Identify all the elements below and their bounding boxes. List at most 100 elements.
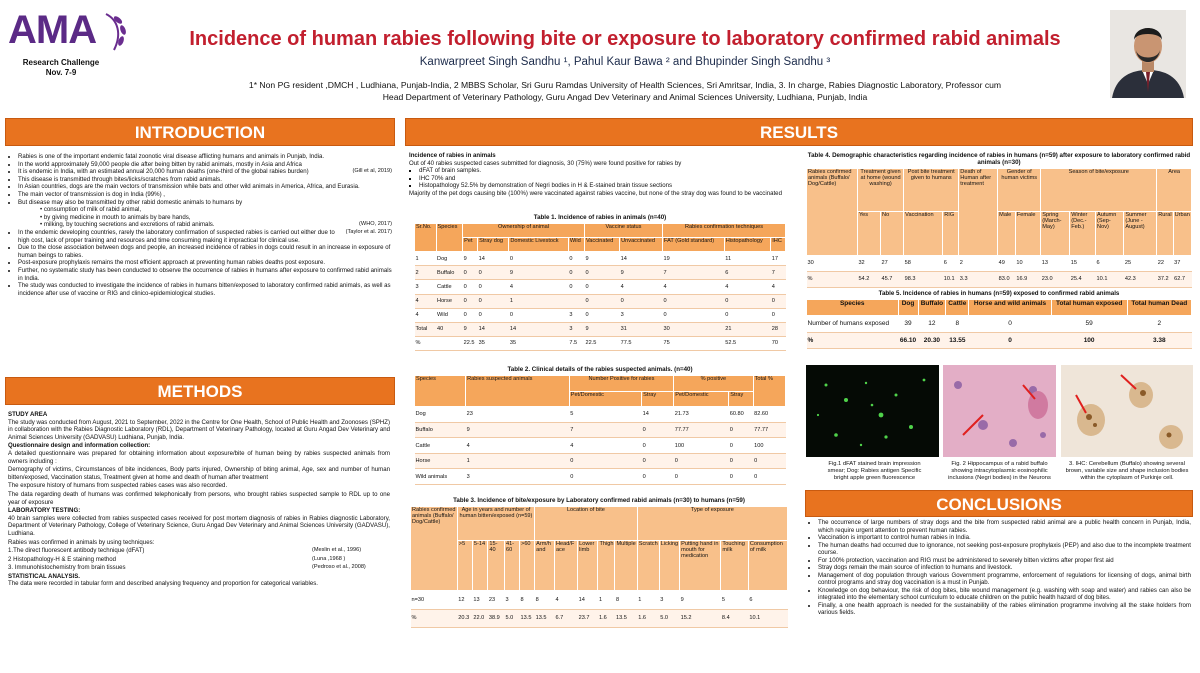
header-cell: Stray — [728, 390, 754, 408]
conclusions-body: The occurrence of large numbers of stray… — [808, 519, 1191, 617]
header-cell: Location of bite — [534, 505, 638, 542]
table-cell: 11 — [724, 251, 771, 267]
header-cell: Rabies confirmation techniques — [661, 222, 787, 239]
table-block: Table 5. Incidence of rabies in humans (… — [806, 290, 1193, 350]
table-cell: 45.7 — [880, 271, 904, 289]
table-cell: 0 — [584, 265, 620, 281]
table-cell: 9 — [584, 322, 620, 337]
section-heading: METHODS — [5, 377, 395, 405]
table-row: Wild animals 3 0 0 0 0 0 — [414, 468, 786, 485]
table-cell: 4 — [508, 279, 569, 295]
table-cell: 98.3 — [903, 271, 943, 289]
section-heading: CONCLUSIONS — [805, 490, 1193, 517]
bullet: Stray dogs remain the main source of inf… — [818, 564, 1191, 572]
table-cell: Total — [414, 322, 437, 337]
bullet: Finally, a one health approach is needed… — [818, 602, 1191, 617]
header-cell: Licking — [658, 540, 681, 592]
bullet-text: Rabies is one of the important endemic f… — [18, 153, 325, 160]
table-cell: 4 — [770, 279, 786, 295]
logo-mark — [105, 13, 126, 51]
table-cell: 0 — [508, 251, 569, 267]
table-cell: 9 — [508, 265, 569, 281]
table-cell: 13 — [1040, 255, 1070, 272]
header-cell: Treatment given at home (wound washing) — [856, 167, 905, 213]
table-cell: 100 — [673, 437, 729, 454]
table-cell: 13.5 — [519, 609, 535, 629]
paragraph: (Luna ,1968 ) 2 Histopathology-H & E stai… — [8, 556, 390, 564]
table-cell: 15 — [1069, 255, 1096, 272]
table-row: % 22.5 35 35 7.5 22.5 77.5 75 52.5 70 — [414, 336, 786, 352]
table-cell: 3 — [465, 468, 570, 485]
header-cell: Number Positive for rabies — [568, 375, 675, 392]
paragraph: Demography of victims, Circumstances of … — [8, 466, 390, 481]
paragraph-text: 3. Immunohistochemistry from brain tissu… — [8, 564, 126, 572]
table-cell: 22.0 — [472, 609, 488, 629]
header-cell: Stray — [641, 390, 675, 408]
table-cell: 100 — [1051, 332, 1128, 350]
table-cell: 77.5 — [619, 336, 663, 352]
figure-image — [1061, 365, 1193, 457]
table-cell: 30 — [662, 322, 725, 337]
table-cell: 5.0 — [659, 609, 680, 629]
table-cell — [568, 294, 585, 309]
header-cell: Stray dog — [477, 237, 510, 253]
logo: AMA Research Challenge Nov. 7-9 — [6, 6, 136, 82]
table-cell: Dog — [436, 251, 463, 267]
event-dates: Nov. 7-9 — [45, 68, 77, 77]
table-caption: Table 4. Demographic characteristics reg… — [807, 152, 1191, 166]
table-cell: 0 — [728, 437, 754, 454]
header-cell: Spring (March-May) — [1040, 211, 1071, 256]
bullet-text: The main vector of transmission is dog i… — [18, 190, 165, 198]
bullet: In the world approximately 59,000 people… — [18, 161, 392, 169]
bullet-text: The study was conducted to investigate t… — [18, 282, 391, 297]
table-cell: 6 — [748, 590, 788, 610]
table-row: 30 32 27 58 6 2 49 10 13 15 6 25 22 37 — [806, 255, 1192, 272]
header-cell: >60 — [519, 540, 536, 592]
header-cell: Male — [997, 211, 1016, 256]
table-cell: 1 — [465, 453, 570, 470]
results-closing: Majority of the pet dogs causing bite (1… — [409, 189, 782, 197]
table-cell: Cattle — [436, 279, 463, 295]
table-cell: 20.3 — [457, 609, 473, 629]
table-cell: 0 — [569, 453, 642, 470]
table-cell: 38.9 — [487, 609, 505, 629]
table-row: Total 40 9 14 14 3 9 31 30 21 28 — [414, 322, 786, 337]
table-cell: 77.77 — [753, 422, 786, 439]
table-cell: 25.4 — [1069, 271, 1096, 289]
bullet-text: In the world approximately 59,000 people… — [18, 160, 302, 168]
paragraph-text: 2 Histopathology-H & E staining method — [8, 555, 117, 563]
table-cell: 6 — [942, 255, 959, 272]
paragraph-text: A detailed questionnaire was prepared fo… — [8, 449, 390, 465]
sub-bullet: consumption of milk of rabid animal, — [40, 206, 392, 214]
table-cell: 0 — [770, 308, 786, 323]
table-cell: 9 — [619, 265, 663, 281]
figure-image — [806, 365, 939, 457]
bullet-list: dFAT of brain samples.IHC 70% andHistopa… — [409, 167, 789, 190]
bullet-text: This disease is transmitted through bite… — [18, 175, 222, 183]
bullet: This disease is transmitted through bite… — [18, 176, 392, 184]
table-cell: 14 — [619, 251, 663, 267]
table-cell: 7 — [770, 265, 786, 281]
bullet: Vaccination is important to control huma… — [818, 534, 1191, 542]
paragraph-text: Rabies was confirmed in animals by using… — [8, 538, 155, 546]
table-row: Horse 1 0 0 0 0 0 — [414, 453, 786, 470]
table-row: n=30 12 13 23 3 8 8 4 14 1 8 1 3 9 5 6 — [410, 590, 788, 610]
table-cell: 27 — [880, 255, 904, 272]
table-cell: 83.0 — [997, 271, 1016, 289]
header-cell: Dog — [897, 298, 919, 317]
table-cell: 52.5 — [724, 336, 771, 352]
paragraph-heading: LABORATORY TESTING: — [8, 507, 81, 515]
bullet: Due to the close association between dog… — [18, 244, 392, 259]
table-cell: 14 — [477, 322, 509, 337]
table-cell: 1 — [508, 294, 569, 309]
header-cell: Urban — [1172, 211, 1193, 256]
methods-body: STUDY AREA The study was conducted from A… — [8, 411, 390, 589]
header-cell: Histopathology — [723, 237, 772, 253]
header-cell: Winter (Dec.-Feb.) — [1069, 211, 1097, 256]
table-row: 4 Wild 0 0 0 3 0 3 0 0 0 — [414, 308, 786, 323]
table-cell: 10.1 — [1095, 271, 1124, 289]
table-cell: 23.7 — [577, 609, 598, 629]
table-cell: 12 — [918, 315, 946, 333]
bullet: dFAT of brain samples. — [419, 167, 789, 175]
bullet: Knowledge on dog behaviour, the risk of … — [818, 587, 1191, 602]
